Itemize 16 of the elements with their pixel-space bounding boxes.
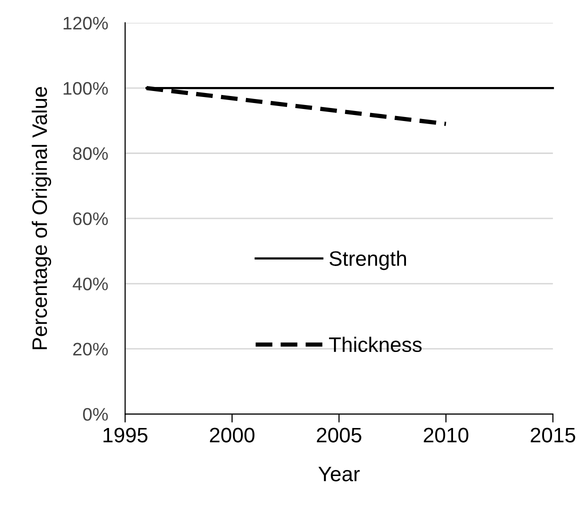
legend-label: Strength <box>330 250 406 270</box>
y-tick-label: 60% <box>73 212 108 226</box>
legend-label: Thickness <box>329 336 422 352</box>
x-tick-label: 2000 <box>210 428 254 443</box>
y-tick-label: 120% <box>64 16 108 30</box>
y-tick-label: 20% <box>73 342 108 356</box>
x-tick-label: 2015 <box>530 428 576 443</box>
x-tick-label: 2005 <box>316 428 362 443</box>
x-axis-title: Year <box>318 466 360 482</box>
x-tick-label: 1995 <box>104 428 148 443</box>
y-tick-label: 0% <box>83 408 108 421</box>
x-tick-label: 2010 <box>424 428 468 443</box>
y-tick-label: 100% <box>64 82 108 95</box>
y-tick-label: 40% <box>72 278 108 290</box>
y-tick-label: 80% <box>73 147 108 160</box>
y-axis-title: Percentage of Original Value <box>32 86 52 350</box>
